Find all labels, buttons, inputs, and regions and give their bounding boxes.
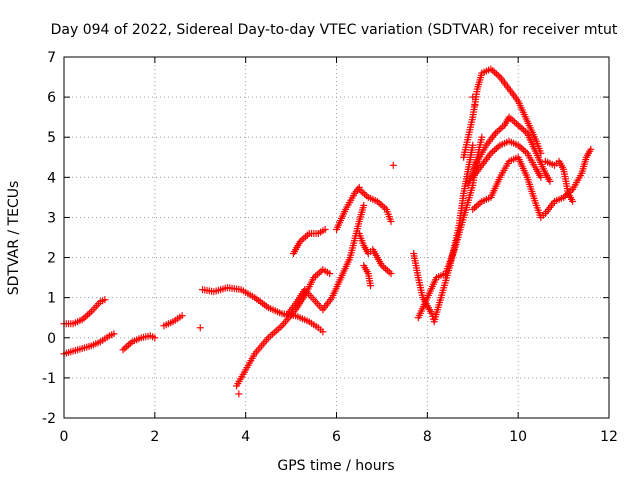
data-point [471, 101, 479, 109]
x-tick-label: 10 [509, 429, 527, 445]
y-tick-label: 5 [47, 130, 56, 146]
data-marks [60, 65, 595, 398]
data-point [469, 141, 477, 149]
y-tick-label: 3 [47, 210, 56, 226]
data-point-fill [85, 309, 93, 317]
data-point-fill [492, 144, 500, 152]
data-point-fill [300, 234, 308, 242]
data-point [569, 197, 577, 205]
data-point-fill [493, 128, 501, 136]
x-tick-label: 6 [332, 429, 341, 445]
data-point-fill [383, 266, 391, 274]
data-point-fill [518, 144, 526, 152]
grid-layer [64, 57, 609, 418]
data-point-fill [302, 233, 310, 241]
data-point [321, 225, 329, 233]
x-tick-label: 2 [150, 429, 159, 445]
x-axis-label: GPS time / hours [277, 458, 394, 474]
data-point [367, 282, 375, 290]
data-point-fill [492, 70, 500, 78]
data-point-fill [472, 202, 480, 210]
chart-title: Day 094 of 2022, Sidereal Day-to-day VTE… [51, 22, 618, 38]
data-point [196, 324, 204, 332]
data-point-fill [471, 204, 479, 212]
data-point [387, 217, 395, 225]
plot-frame [63, 56, 610, 419]
y-axis-label: SDTVAR / TECUs [6, 181, 22, 296]
data-point [478, 133, 486, 141]
data-point-fill [516, 123, 524, 131]
data-point [387, 270, 395, 278]
data-point-fill [313, 270, 321, 278]
data-point-fill [520, 146, 528, 154]
data-point [151, 334, 159, 342]
data-point-fill [489, 148, 497, 156]
y-tick-label: -1 [42, 371, 56, 387]
data-point-fill [82, 313, 90, 321]
data-point [469, 93, 477, 101]
data-point-fill [521, 148, 529, 156]
data-point [360, 201, 368, 209]
data-point [235, 390, 243, 398]
data-point-fill [509, 116, 517, 124]
y-tick-label: 6 [47, 90, 56, 106]
data-point-fill [512, 120, 520, 128]
data-point-fill [518, 124, 526, 132]
data-point-fill [359, 189, 367, 197]
data-point [469, 205, 477, 213]
data-point-fill [474, 201, 482, 209]
data-point [319, 328, 327, 336]
data-point-fill [495, 126, 503, 134]
y-tick-label: 2 [47, 251, 56, 267]
data-point-fill [379, 202, 387, 210]
data-point-fill [520, 126, 528, 134]
y-tick-label: 1 [47, 291, 56, 307]
data-point [546, 177, 554, 185]
data-point-fill [385, 268, 393, 276]
data-point-fill [377, 201, 385, 209]
data-point [326, 270, 334, 278]
data-point [389, 161, 397, 169]
data-point-fill [497, 124, 505, 132]
data-point-fill [124, 341, 132, 349]
data-point-fill [123, 343, 131, 351]
data-point [537, 173, 545, 181]
data-point-fill [303, 231, 311, 239]
x-tick-label: 4 [241, 429, 250, 445]
data-point [178, 312, 186, 320]
data-point [514, 121, 522, 129]
y-tick-label: 0 [47, 331, 56, 347]
y-tick-label: -2 [42, 411, 56, 427]
data-point [587, 145, 595, 153]
data-point-fill [494, 71, 502, 79]
y-tick-label: 7 [47, 50, 56, 66]
data-point-fill [491, 146, 499, 154]
data-point [119, 346, 127, 354]
data-point-fill [121, 344, 129, 352]
data-point-fill [489, 67, 497, 75]
x-tick-label: 0 [60, 429, 69, 445]
x-tick-label: 12 [600, 429, 618, 445]
data-point [101, 296, 109, 304]
data-point-fill [382, 265, 390, 273]
data-point-fill [84, 311, 92, 319]
data-point [110, 330, 118, 338]
data-point-fill [361, 190, 369, 198]
x-tick-label: 8 [423, 429, 432, 445]
data-point-fill [357, 187, 365, 195]
y-tick-label: 4 [47, 170, 56, 186]
data-point-fill [511, 118, 519, 126]
